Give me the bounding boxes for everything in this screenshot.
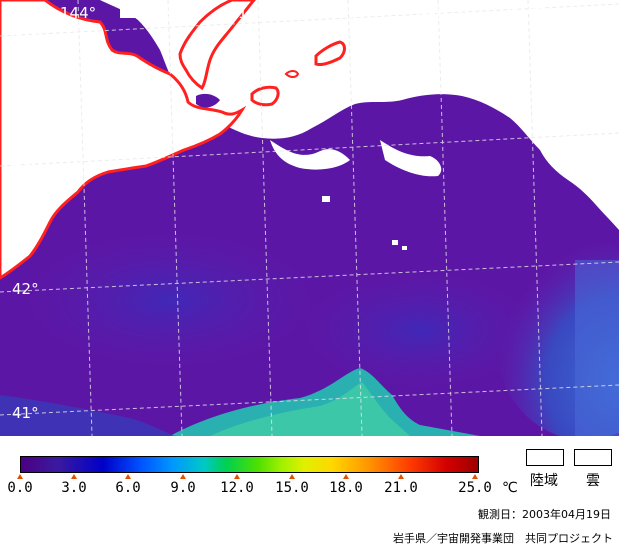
cloud-fragment bbox=[380, 140, 442, 177]
temperature-colorbar bbox=[20, 456, 479, 473]
sea-surface-temperature-map: 144° 145° 146° 147° 148° 149° 15 44° 43°… bbox=[0, 0, 619, 436]
cloud-fragment bbox=[270, 140, 350, 170]
colorbar-tick bbox=[125, 474, 131, 479]
observation-date: 観測日：2003年04月19日 bbox=[478, 508, 611, 521]
cloud-key-label: 雲 bbox=[586, 473, 600, 489]
colorbar-tick-label: 15.0 bbox=[275, 480, 309, 496]
colorbar-tick bbox=[234, 474, 240, 479]
colorbar-tick bbox=[17, 474, 23, 479]
lon-label: 147° bbox=[328, 4, 364, 22]
colorbar-tick-label: 6.0 bbox=[115, 480, 141, 496]
project-credit: 岩手県／宇宙開発事業団 共同プロジェクト bbox=[393, 532, 613, 545]
lon-label: 148° bbox=[418, 4, 454, 22]
colorbar-tick-label: 25.0 bbox=[458, 480, 492, 496]
lon-label: 145° bbox=[148, 4, 184, 22]
colorbar-tick-label: 0.0 bbox=[7, 480, 33, 496]
warm-current-east-edge bbox=[575, 260, 619, 436]
cloud-speck bbox=[322, 196, 330, 202]
latitude-labels: 44° 43° 42° 41° bbox=[12, 30, 39, 422]
temperature-unit: ℃ bbox=[502, 480, 518, 496]
lat-label: 43° bbox=[12, 154, 39, 172]
lat-label: 44° bbox=[12, 30, 39, 48]
land-key-label: 陸域 bbox=[530, 473, 558, 489]
cloud-speck bbox=[392, 240, 398, 245]
colorbar-tick-label: 18.0 bbox=[329, 480, 363, 496]
cool-water-patch bbox=[20, 230, 320, 370]
land-hokkaido bbox=[0, 0, 247, 280]
colorbar-tick bbox=[71, 474, 77, 479]
warm-water-southwest bbox=[0, 395, 175, 436]
colorbar-tick bbox=[180, 474, 186, 479]
colorbar-tick-label: 21.0 bbox=[384, 480, 418, 496]
cloud-speck bbox=[120, 8, 150, 18]
cloud-speck bbox=[402, 246, 407, 250]
colorbar-tick bbox=[398, 474, 404, 479]
graticule bbox=[0, 0, 619, 436]
colorbar-tick-label: 9.0 bbox=[170, 480, 196, 496]
colorbar-tick-label: 3.0 bbox=[61, 480, 87, 496]
land-small-island bbox=[284, 70, 300, 78]
lon-label: 144° bbox=[60, 4, 96, 22]
legend-area: 0.0 3.0 6.0 9.0 12.0 15.0 18.0 21.0 25.0… bbox=[0, 436, 619, 546]
colorbar-tick bbox=[343, 474, 349, 479]
warm-water-south-inner bbox=[210, 382, 410, 436]
land-kushiro-inlet bbox=[196, 93, 220, 108]
lon-label: 149° bbox=[508, 4, 544, 22]
land-shikotan bbox=[250, 85, 280, 107]
lon-label: 15 bbox=[599, 4, 618, 22]
colorbar-tick bbox=[289, 474, 295, 479]
lat-label: 41° bbox=[12, 404, 39, 422]
warm-water-south bbox=[170, 368, 480, 436]
cloud-key-swatch bbox=[574, 449, 612, 466]
land-kunashir-shiretoko bbox=[178, 0, 256, 91]
cloud-fragment bbox=[540, 150, 619, 230]
lat-label: 42° bbox=[12, 280, 39, 298]
colorbar-tick-label: 12.0 bbox=[220, 480, 254, 496]
longitude-labels: 144° 145° 146° 147° 148° 149° 15 bbox=[60, 4, 618, 22]
land-key-swatch bbox=[526, 449, 564, 466]
colorbar-tick bbox=[472, 474, 478, 479]
land-iturup bbox=[314, 40, 346, 66]
lon-label: 146° bbox=[238, 4, 274, 22]
cloud-cover bbox=[100, 0, 619, 210]
